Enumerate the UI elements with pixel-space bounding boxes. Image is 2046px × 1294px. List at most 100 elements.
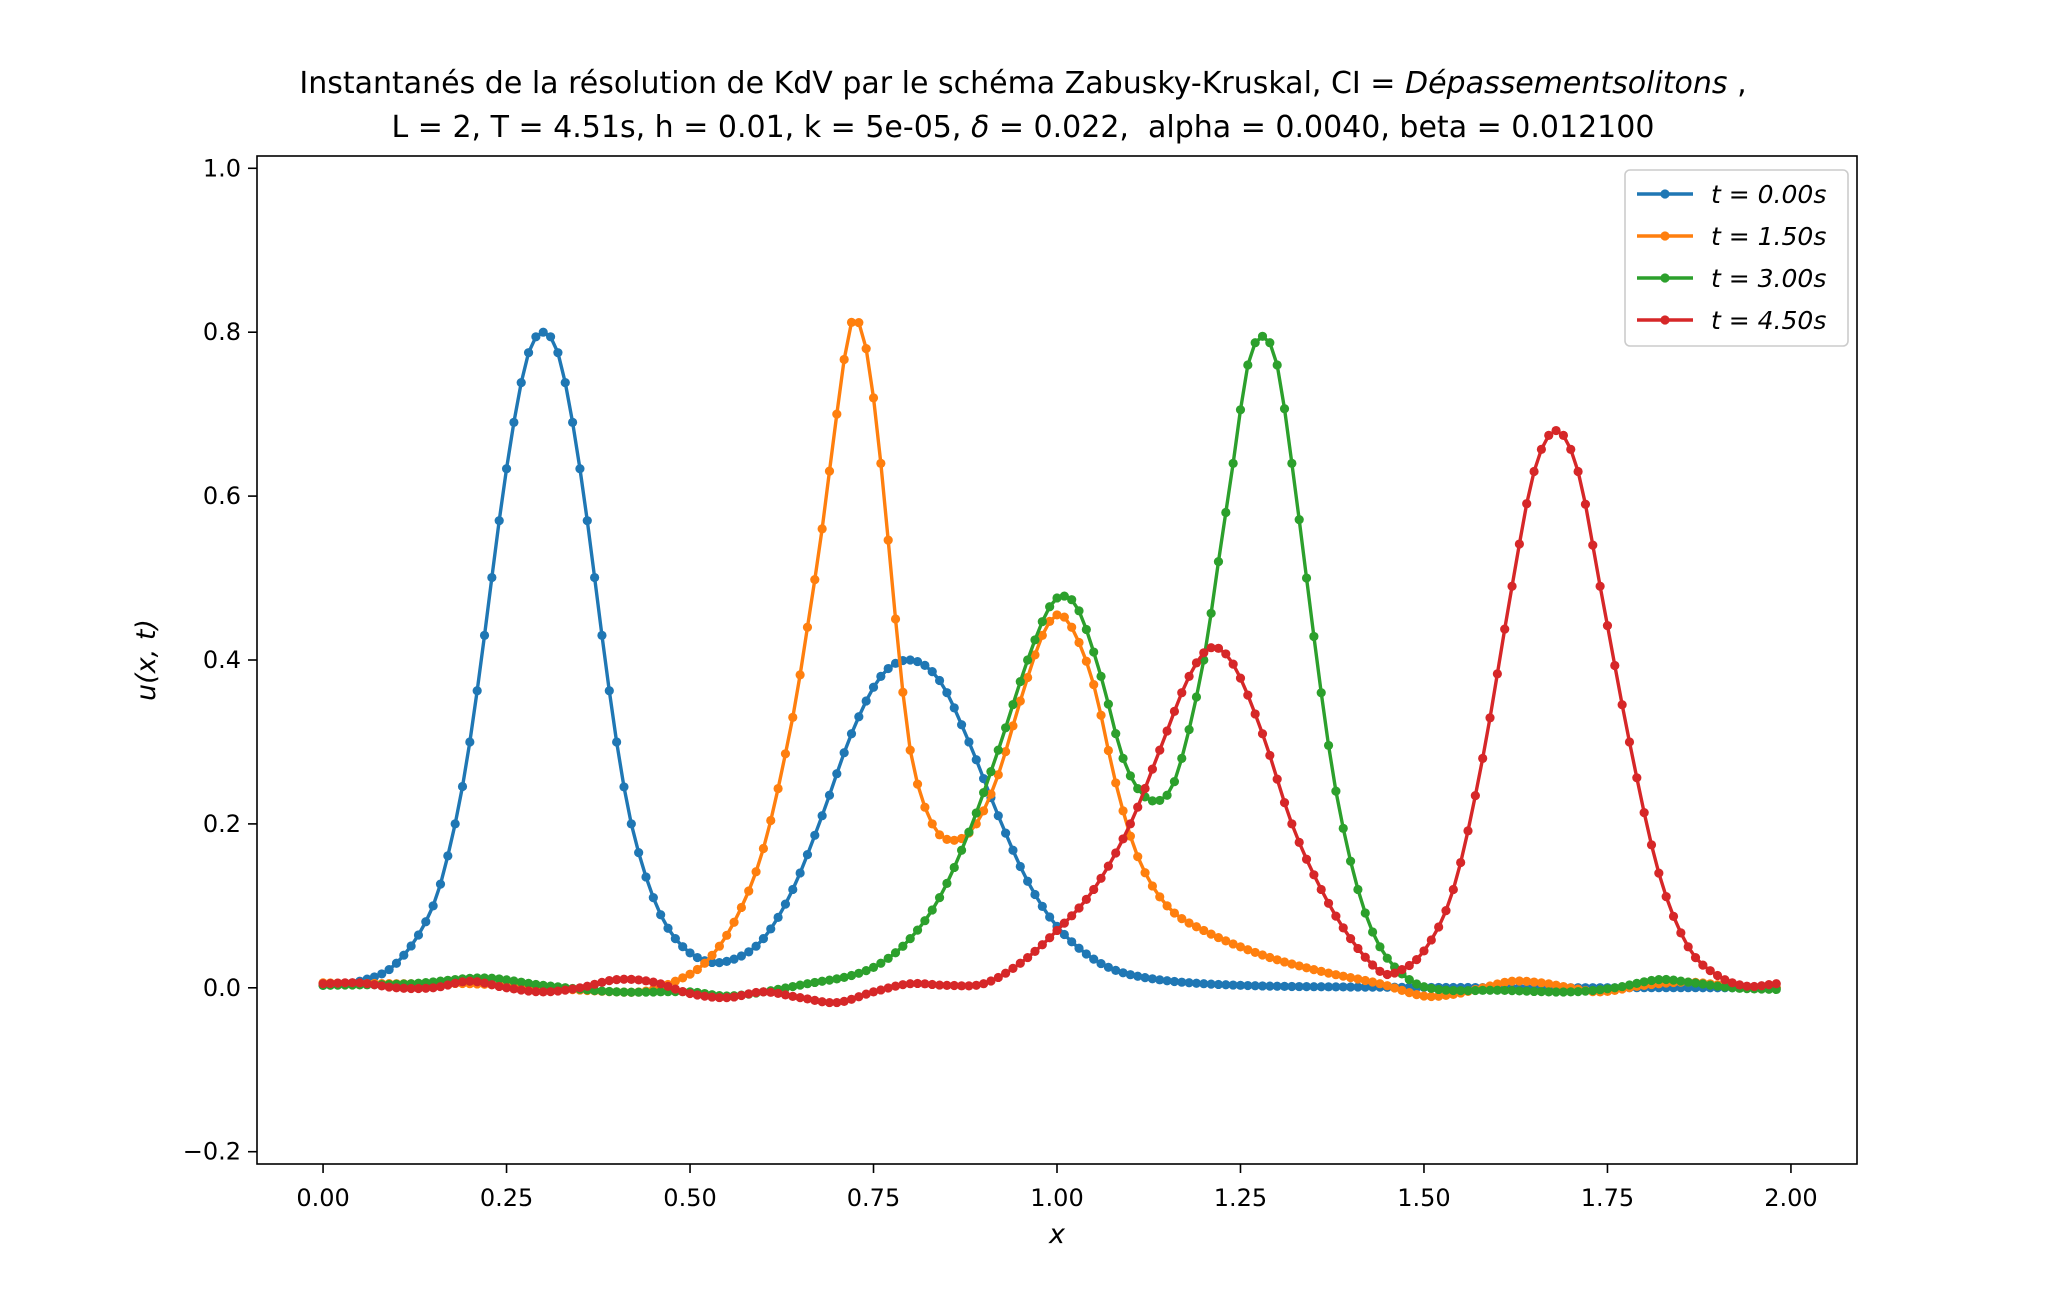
series-point <box>736 951 747 961</box>
series-point <box>1052 610 1062 620</box>
series-point <box>1045 602 1055 612</box>
series-point <box>839 748 849 758</box>
legend-t-symbol: t <box>1711 306 1722 335</box>
series-point <box>1434 991 1444 1001</box>
series-point <box>1712 970 1723 981</box>
series-point <box>582 516 592 526</box>
series-point <box>1676 976 1686 986</box>
x-tick-label: 1.25 <box>1214 1184 1267 1212</box>
series-point <box>1683 942 1693 952</box>
series-point <box>626 819 636 829</box>
series-point <box>1301 573 1312 583</box>
series-point <box>1419 982 1429 992</box>
series-point <box>1595 581 1605 591</box>
series-point <box>1368 977 1378 987</box>
series-point <box>1111 729 1121 739</box>
series-point <box>802 994 813 1004</box>
series-point <box>795 868 805 878</box>
series-point <box>1720 975 1730 985</box>
series-point <box>1235 942 1246 952</box>
series-point <box>421 917 431 927</box>
series-point <box>1573 987 1583 997</box>
series-point <box>1103 699 1113 709</box>
series-point <box>780 899 791 909</box>
legend-t-symbol: t <box>1711 222 1722 251</box>
series-point <box>949 835 959 845</box>
series-point <box>501 983 512 993</box>
series-point <box>1771 979 1781 989</box>
series-point <box>722 930 732 940</box>
series-point <box>1617 981 1627 992</box>
series-point <box>501 464 512 474</box>
series-point <box>1279 798 1290 808</box>
series-point <box>1338 923 1348 933</box>
series-point <box>802 979 813 989</box>
series-point <box>876 458 886 468</box>
series-3 <box>318 425 1781 1008</box>
series-point <box>678 973 688 983</box>
series-point <box>333 978 343 988</box>
series-point <box>1250 338 1260 348</box>
series-point <box>1294 981 1304 992</box>
series-point <box>1074 606 1084 616</box>
series-point <box>1096 671 1106 681</box>
series-point <box>1294 837 1304 848</box>
series-point <box>1323 740 1334 751</box>
series-point <box>318 979 328 989</box>
series-point <box>1081 656 1091 666</box>
series-point <box>1103 745 1113 756</box>
legend-t-symbol: t <box>1711 264 1722 293</box>
series-point <box>1067 595 1077 605</box>
series-0 <box>318 327 1781 993</box>
series-point <box>1558 430 1569 440</box>
series-point <box>1184 918 1194 928</box>
series-point <box>1037 630 1047 641</box>
series-point <box>1610 983 1620 993</box>
series-point <box>450 819 460 829</box>
legend-label: t = 4.50s <box>1711 306 1826 335</box>
series-point <box>538 987 548 997</box>
title-delta-symbol: δ <box>970 110 990 145</box>
series-point <box>1536 444 1546 454</box>
series-point <box>942 688 952 698</box>
series-point <box>1323 898 1334 908</box>
series-point <box>1052 593 1062 603</box>
series-point <box>905 745 915 755</box>
series-point <box>1485 985 1495 995</box>
series-point <box>1639 808 1649 818</box>
series-point <box>1191 978 1202 988</box>
series-point <box>1118 834 1128 844</box>
series-point <box>377 969 387 979</box>
series-point <box>399 950 409 960</box>
series-point <box>949 980 959 991</box>
series-point <box>979 979 989 989</box>
title-prefix: Instantanés de la résolution de KdV par … <box>299 66 1405 101</box>
series-point <box>516 985 526 995</box>
series-point <box>1243 690 1253 700</box>
series-point <box>523 348 534 358</box>
series-point <box>1287 819 1297 829</box>
series-point <box>1441 906 1451 916</box>
series-point <box>1500 985 1510 996</box>
series-point <box>920 916 930 926</box>
series-point <box>1140 783 1150 794</box>
series-point <box>1228 939 1238 949</box>
series-point <box>1118 806 1128 816</box>
series-point <box>1177 977 1187 987</box>
series-point <box>780 749 791 759</box>
series-point <box>1529 466 1539 477</box>
series-point <box>824 790 835 800</box>
series-point <box>714 958 724 968</box>
series-point <box>1015 958 1025 968</box>
series-point <box>1507 986 1517 996</box>
x-tick-label: 0.00 <box>296 1184 349 1212</box>
series-point <box>1661 974 1671 985</box>
series-point <box>1390 968 1400 978</box>
series-point <box>560 985 570 995</box>
series-point <box>1463 826 1473 836</box>
series-point <box>956 720 967 730</box>
series-point <box>553 986 563 996</box>
series-point <box>1316 966 1326 977</box>
series-point <box>1059 918 1069 928</box>
